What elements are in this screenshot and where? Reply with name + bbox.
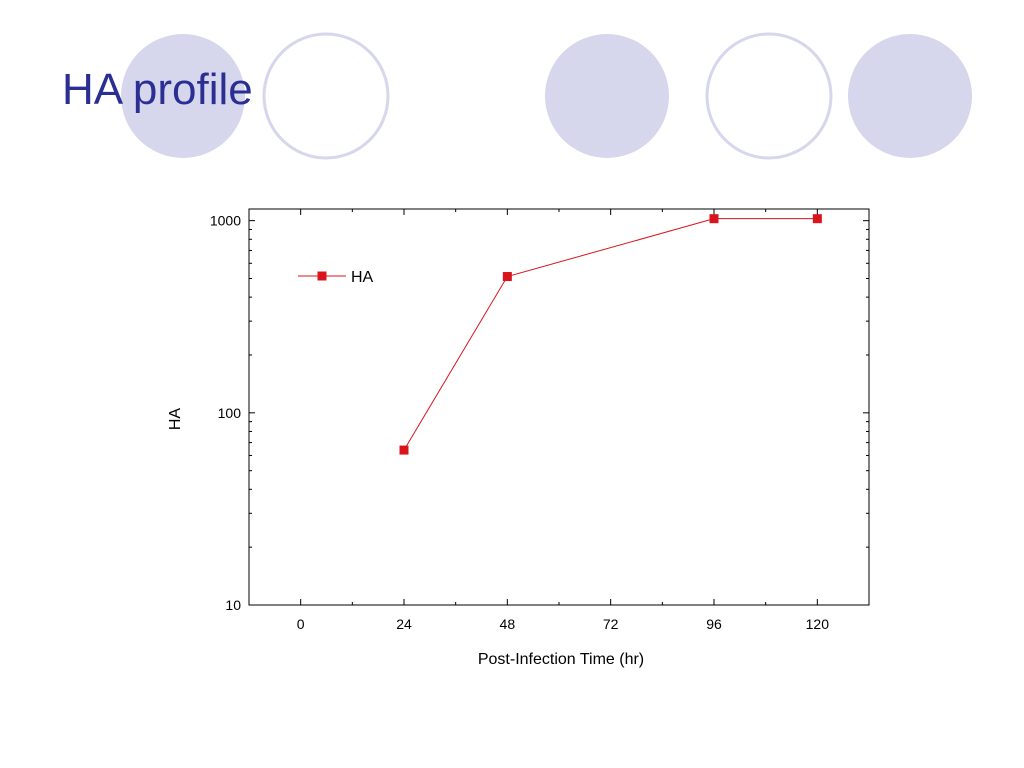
slide-title: HA profile: [62, 65, 253, 114]
plot-frame: [248, 208, 870, 606]
y-tick-label: 1000: [210, 213, 241, 229]
x-tick-label: 24: [396, 616, 412, 632]
x-tick-label: 48: [500, 616, 516, 632]
x-tick-label: 0: [297, 616, 305, 632]
decorative-circles: [121, 32, 972, 160]
decor-circle-outline-1: [262, 32, 390, 160]
x-tick-label: 72: [603, 616, 619, 632]
legend-label: HA: [351, 269, 374, 286]
chart-series: [399, 214, 822, 455]
x-tick-label: 96: [706, 616, 722, 632]
decor-circle-filled-3: [848, 34, 972, 158]
x-tick-label: 120: [806, 616, 830, 632]
decor-circle-filled-2: [545, 34, 669, 158]
chart-x-axis-label: Post-Infection Time (hr): [478, 651, 644, 668]
y-tick-label: 10: [225, 597, 241, 613]
series-line-ha: [403, 218, 818, 451]
decor-circle-filled-1: [121, 34, 245, 158]
y-tick-label: 100: [218, 405, 242, 421]
legend-marker: [317, 271, 327, 281]
decor-circle-outline-2: [705, 32, 833, 160]
chart-y-axis-label: HA: [167, 408, 184, 431]
data-point: [812, 214, 822, 224]
data-point: [709, 214, 719, 224]
chart-axes: 0 24 48 72 96 120 10 100 1000: [210, 208, 870, 632]
data-point: [502, 272, 512, 282]
chart-legend: HA: [298, 269, 374, 286]
data-point: [399, 445, 409, 455]
